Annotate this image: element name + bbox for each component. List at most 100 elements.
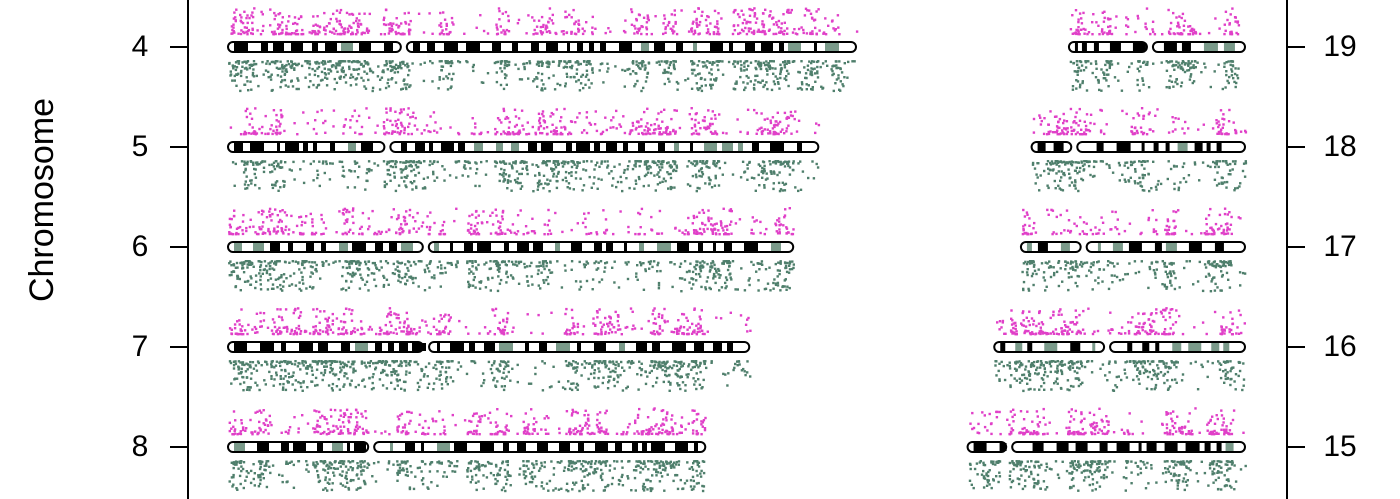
lower-point [352,371,354,373]
upper-point [256,433,258,435]
upper-point [745,324,747,326]
upper-point [294,332,296,334]
lower-point [840,68,842,70]
upper-point [612,126,614,128]
lower-point [680,263,682,265]
upper-point [441,318,443,320]
upper-point [502,320,504,322]
upper-point [552,113,554,115]
lower-point [279,86,281,88]
lower-point [423,80,425,82]
lower-point [269,265,271,267]
lower-point [680,290,682,292]
lower-point [562,165,564,167]
upper-point [695,130,697,132]
lower-point [598,166,600,168]
lower-point [647,172,649,174]
upper-point [818,124,820,126]
upper-point [336,10,338,12]
lower-point [771,60,773,62]
upper-point [535,133,537,135]
upper-point [394,131,396,133]
upper-point [239,226,241,228]
lower-point [590,373,592,375]
lower-point [265,63,267,65]
lower-point [558,381,560,383]
upper-point [449,126,451,128]
upper-point [316,111,318,113]
upper-point [597,333,599,335]
lower-point [469,162,471,164]
lower-point [351,380,353,382]
upper-point [596,316,598,318]
upper-point [346,233,348,235]
lower-point [408,261,410,263]
lower-point [831,70,833,72]
lower-point [440,60,442,62]
lower-point [348,287,350,289]
upper-point [285,226,287,228]
lower-point [271,267,273,269]
upper-point [279,219,281,221]
upper-point [539,117,541,119]
upper-point [463,33,465,35]
upper-point [767,129,769,131]
lower-point [785,183,787,185]
upper-point [643,17,645,19]
upper-point [233,210,235,212]
upper-point [389,109,391,111]
upper-point [568,14,570,16]
lower-point [405,370,407,372]
lower-point [503,378,505,380]
upper-point [691,127,693,129]
upper-point [525,32,527,34]
lower-point [542,160,544,162]
lower-point [507,182,509,184]
lower-point [249,261,251,263]
upper-point [297,307,299,309]
lower-point [323,365,325,367]
lower-point [267,71,269,73]
lower-point [647,168,649,170]
upper-point [687,233,689,235]
lower-point [368,377,370,379]
upper-point [251,11,253,13]
upper-point [651,229,653,231]
lower-point [598,262,600,264]
lower-point [671,166,673,168]
lower-point [779,270,781,272]
lower-point [372,362,374,364]
upper-point [639,213,641,215]
lower-point [541,360,543,362]
lower-point [665,370,667,372]
upper-point [415,117,417,119]
lower-point [813,177,815,179]
lower-point [750,62,752,64]
lower-point [466,373,468,375]
lower-point [529,265,531,267]
upper-point [722,132,724,134]
upper-point [473,230,475,232]
lower-point [352,68,354,70]
upper-point [796,33,798,35]
upper-point [549,115,551,117]
upper-point [698,24,700,26]
upper-point [235,233,237,235]
upper-point [346,332,348,334]
lower-point [273,165,275,167]
lower-point [386,387,388,389]
upper-point [503,130,505,132]
lower-point [768,160,770,162]
upper-point [550,131,552,133]
upper-point [688,30,690,32]
upper-point [618,123,620,125]
upper-point [240,430,242,432]
upper-point [503,333,505,335]
lower-point [335,62,337,64]
lower-points-chr-6 [228,260,795,292]
upper-point [313,431,315,433]
lower-point [254,184,256,186]
upper-point [438,320,440,322]
upper-point [645,133,647,135]
lower-point [236,74,238,76]
